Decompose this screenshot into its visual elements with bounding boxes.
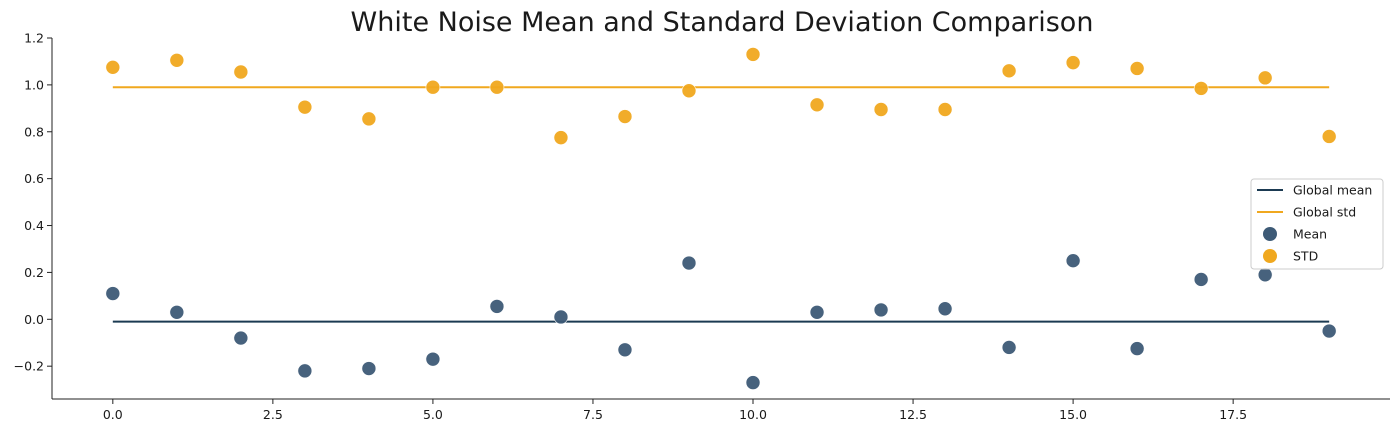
y-tick-label: 1.2 [24, 31, 44, 46]
mean-point [1001, 340, 1017, 355]
std-point [1129, 61, 1145, 76]
std-point [745, 47, 761, 62]
legend-swatch-mean [1263, 227, 1277, 241]
y-tick-label: 0.0 [24, 312, 44, 327]
mean-point [1257, 267, 1273, 283]
mean-point [1193, 272, 1209, 287]
mean-point [745, 375, 761, 390]
chart-title: White Noise Mean and Standard Deviation … [351, 7, 1094, 38]
legend-label-mean: Mean [1293, 227, 1327, 242]
mean-point [297, 363, 313, 379]
y-tick-label: 1.0 [24, 77, 44, 92]
mean-point [873, 302, 889, 318]
std-point [617, 109, 633, 124]
mean-point [169, 304, 185, 320]
y-tick-label: −0.2 [14, 359, 44, 374]
x-tick-label: 10.0 [739, 407, 767, 422]
data-points [105, 47, 1337, 390]
std-point [681, 83, 697, 99]
legend-box [1250, 178, 1384, 270]
mean-point [553, 309, 569, 325]
std-point [873, 102, 889, 117]
x-tick-label: 12.5 [899, 407, 927, 422]
std-point [233, 64, 249, 80]
std-point [105, 60, 121, 75]
x-axis-ticks: 0.0 2.5 5.0 7.5 10.0 12.5 15.0 17.5 [103, 399, 1247, 422]
y-tick-label: 0.8 [24, 124, 44, 139]
mean-point [425, 351, 441, 367]
std-point [809, 97, 825, 113]
y-tick-label: 0.6 [24, 171, 44, 186]
std-point [297, 99, 313, 115]
std-point [1257, 70, 1273, 86]
mean-point [1065, 253, 1081, 268]
std-point [553, 130, 569, 145]
x-tick-label: 2.5 [263, 407, 283, 422]
y-tick-label: 0.2 [24, 265, 44, 280]
x-tick-label: 15.0 [1059, 407, 1087, 422]
mean-point [681, 255, 697, 271]
std-point [489, 79, 505, 95]
mean-point [233, 330, 249, 346]
mean-point [937, 301, 953, 317]
mean-point [105, 286, 121, 301]
x-tick-label: 17.5 [1219, 407, 1247, 422]
std-point [1001, 63, 1017, 79]
legend-label-global-std: Global std [1293, 205, 1356, 220]
std-point [937, 102, 953, 117]
mean-point [489, 299, 505, 314]
std-point [169, 52, 185, 68]
legend-label-global-mean: Global mean [1293, 183, 1372, 198]
legend-label-std: STD [1293, 249, 1318, 264]
mean-point [361, 361, 377, 376]
std-point [1065, 55, 1081, 70]
legend: Global mean Global std Mean STD [1250, 178, 1384, 270]
mean-point [809, 304, 825, 320]
y-tick-label: 0.4 [24, 218, 44, 233]
std-point [1193, 81, 1209, 96]
std-point [1321, 129, 1337, 144]
reference-lines [112, 86, 1330, 323]
legend-swatch-std [1263, 249, 1277, 263]
x-tick-label: 0.0 [103, 407, 123, 422]
x-tick-label: 5.0 [423, 407, 443, 422]
y-axis-ticks: −0.2 0.0 0.2 0.4 0.6 0.8 1.0 1.2 [14, 31, 52, 374]
mean-point [1321, 323, 1337, 339]
std-point [425, 79, 441, 95]
mean-point [1129, 341, 1145, 356]
mean-point [617, 342, 633, 358]
x-tick-label: 7.5 [583, 407, 603, 422]
std-point [361, 111, 377, 127]
